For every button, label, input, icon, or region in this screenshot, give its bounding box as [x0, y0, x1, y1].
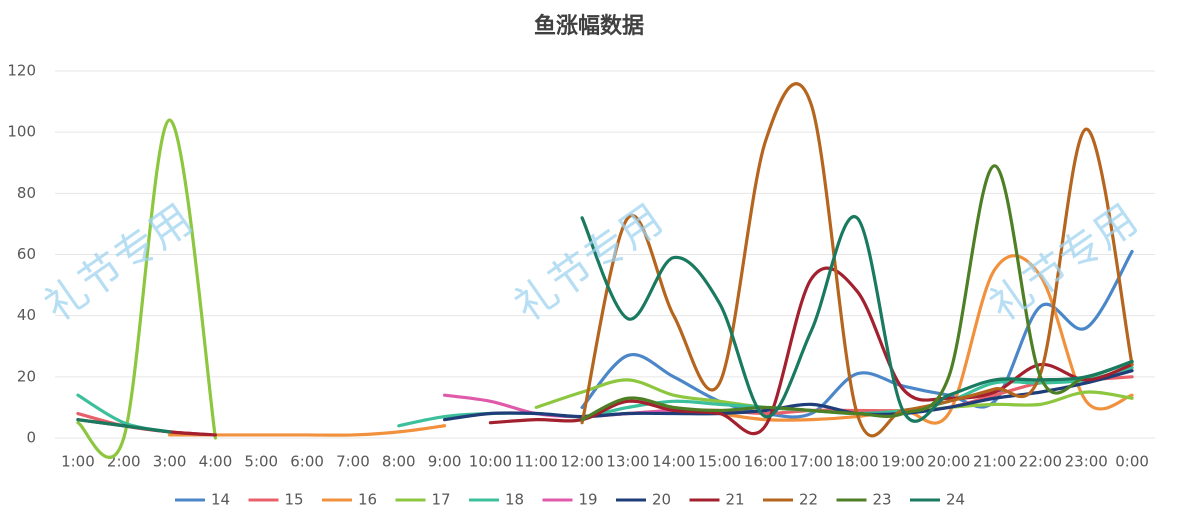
- x-tick-label: 21:00: [973, 453, 1016, 471]
- x-tick-label: 0:00: [1115, 453, 1149, 471]
- legend-label: 16: [358, 491, 377, 509]
- chart-title: 鱼涨幅数据: [534, 13, 644, 39]
- x-tick-label: 14:00: [652, 453, 695, 471]
- x-tick-label: 5:00: [244, 453, 278, 471]
- y-tick-label: 40: [17, 306, 36, 324]
- x-tick-label: 19:00: [881, 453, 924, 471]
- legend-label: 18: [505, 491, 524, 509]
- x-tick-label: 10:00: [469, 453, 512, 471]
- x-tick-label: 18:00: [835, 453, 878, 471]
- series-line: [717, 254, 1134, 425]
- y-tick-label: 20: [17, 367, 36, 385]
- legend-label: 15: [285, 491, 304, 509]
- x-tick-label: 4:00: [199, 453, 233, 471]
- legend-label: 14: [211, 491, 230, 509]
- x-tick-label: 11:00: [515, 453, 558, 471]
- x-tick-label: 1:00: [61, 453, 95, 471]
- series-line: [580, 82, 1134, 438]
- series-line: [580, 214, 1134, 423]
- legend-label: 19: [579, 491, 598, 509]
- legend-label: 23: [873, 491, 892, 509]
- x-tick-label: 20:00: [927, 453, 970, 471]
- legend-label: 21: [726, 491, 745, 509]
- y-tick-label: 120: [7, 62, 36, 80]
- plot-area: 0 20 40 60 80 100 120 1:00 2:00 3:00 4:00 5:00 6:00 7…: [7, 62, 1155, 509]
- x-tick-label: 8:00: [382, 453, 416, 471]
- legend-label: 24: [946, 491, 965, 509]
- x-tick-label: 13:00: [606, 453, 649, 471]
- x-tick-label: 23:00: [1065, 453, 1108, 471]
- legend-label: 22: [799, 491, 818, 509]
- x-tick-label: 17:00: [790, 453, 833, 471]
- watermark: 礼节专用: [505, 194, 671, 331]
- series-line: [488, 266, 1134, 436]
- legend-label: 17: [432, 491, 451, 509]
- y-tick-label: 100: [7, 123, 36, 141]
- watermark: 礼节专用: [980, 194, 1146, 331]
- series-line: [76, 411, 218, 437]
- y-tick-label: 60: [17, 245, 36, 263]
- series-line: [76, 118, 218, 459]
- x-tick-label: 6:00: [290, 453, 324, 471]
- legend-label: 20: [652, 491, 671, 509]
- x-tick-label: 2:00: [107, 453, 141, 471]
- x-tick-label: 3:00: [153, 453, 187, 471]
- watermark: 礼节专用: [35, 194, 201, 331]
- y-tick-label: 0: [26, 429, 36, 447]
- series-line: [76, 418, 172, 434]
- x-tick-label: 7:00: [336, 453, 370, 471]
- x-tick-label: 15:00: [698, 453, 741, 471]
- x-tick-label: 12:00: [560, 453, 603, 471]
- x-tick-label: 22:00: [1019, 453, 1062, 471]
- x-tick-label: 9:00: [428, 453, 462, 471]
- series-line: [580, 249, 1134, 419]
- x-tick-label: 16:00: [744, 453, 787, 471]
- y-tick-label: 80: [17, 184, 36, 202]
